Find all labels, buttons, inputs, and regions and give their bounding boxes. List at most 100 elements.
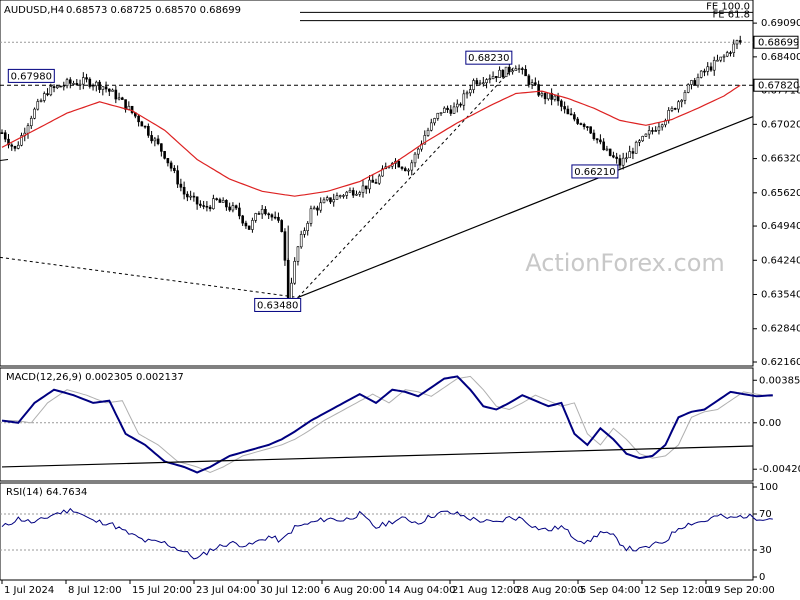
macd-tick-label: 0.00 bbox=[759, 418, 781, 429]
candle-body bbox=[270, 214, 274, 218]
candle-body bbox=[68, 79, 72, 84]
candle-body bbox=[469, 89, 472, 94]
candle-body bbox=[348, 190, 352, 193]
candle-body bbox=[654, 130, 657, 132]
candle-body bbox=[212, 198, 215, 210]
macd-tick-label: -0.004204 bbox=[759, 464, 800, 475]
candle-body bbox=[13, 145, 17, 149]
macd-signal-line bbox=[2, 375, 773, 474]
x-tick-label: 5 Sep 04:00 bbox=[580, 585, 640, 596]
price-tick-label: 0.62840 bbox=[761, 324, 800, 335]
rsi-header: RSI(14) 64.7634 bbox=[6, 487, 87, 498]
candle-body bbox=[690, 80, 693, 85]
candle-body bbox=[501, 69, 505, 78]
candle-body bbox=[345, 191, 349, 196]
candle-body bbox=[495, 76, 498, 78]
candle-body bbox=[322, 199, 326, 204]
rsi-panel bbox=[0, 482, 754, 581]
candle-body bbox=[667, 110, 670, 121]
rsi-axis: 100 70 30 0 bbox=[0, 482, 778, 583]
candle-body bbox=[153, 138, 157, 142]
candle-body bbox=[247, 225, 251, 230]
candle-body bbox=[156, 138, 160, 144]
candle-body bbox=[260, 208, 264, 215]
dotted-fib-line bbox=[297, 64, 517, 298]
candle-body bbox=[342, 195, 345, 197]
candle-body bbox=[449, 109, 453, 114]
candle-body bbox=[566, 108, 570, 115]
candle-body bbox=[504, 66, 508, 78]
candle-body bbox=[20, 135, 23, 146]
candle-body bbox=[46, 93, 49, 96]
price-label-text: 0.63480 bbox=[257, 300, 298, 311]
candle-body bbox=[416, 148, 420, 155]
candle-body bbox=[225, 200, 228, 208]
price-tick-label: 0.66320 bbox=[761, 154, 800, 165]
x-axis: 1 Jul 2024 8 Jul 12:00 15 Jul 20:00 23 Jul … bbox=[1, 580, 775, 596]
price-labels: 0.67980 0.68230 0.66210 0.63480 0.68699 0.678… bbox=[7, 35, 799, 312]
rsi-line bbox=[1, 507, 773, 560]
candle-body bbox=[703, 70, 706, 73]
candle-body bbox=[160, 143, 163, 152]
candle-body bbox=[537, 84, 540, 96]
candle-body bbox=[618, 158, 622, 166]
candle-body bbox=[296, 246, 300, 262]
candle-body bbox=[179, 183, 183, 188]
price-tick-label: 0.69090 bbox=[761, 18, 800, 29]
candle-body bbox=[195, 196, 199, 205]
candle-body bbox=[403, 168, 407, 172]
candle-body bbox=[176, 170, 179, 185]
candle-body bbox=[205, 205, 209, 208]
candle-body bbox=[599, 139, 602, 143]
candle-body bbox=[186, 193, 189, 198]
watermark: ActionForex.com bbox=[525, 249, 725, 277]
candle-body bbox=[117, 97, 121, 100]
candle-body bbox=[231, 205, 235, 211]
candle-body bbox=[202, 205, 205, 207]
candle-body bbox=[582, 124, 586, 127]
candle-body bbox=[465, 92, 469, 95]
candle-body bbox=[199, 203, 202, 206]
candle-body bbox=[335, 195, 339, 200]
candle-body bbox=[55, 85, 59, 89]
price-label-text: 0.68230 bbox=[468, 53, 509, 64]
candle-body bbox=[10, 144, 14, 147]
candle-body bbox=[641, 136, 644, 142]
candle-body bbox=[521, 68, 524, 70]
candle-body bbox=[143, 125, 147, 128]
price-label-box bbox=[571, 164, 619, 179]
candle-body bbox=[677, 101, 680, 110]
candle-body bbox=[608, 148, 612, 156]
candle-body bbox=[517, 68, 521, 70]
candle-body bbox=[309, 208, 313, 224]
candle-body bbox=[192, 195, 196, 198]
rsi-tick-label: 30 bbox=[759, 545, 772, 556]
candle-body bbox=[137, 115, 140, 123]
candle-body bbox=[127, 105, 131, 110]
candle-body bbox=[576, 118, 579, 124]
candle-body bbox=[452, 106, 456, 114]
price-label-text: 0.67980 bbox=[11, 71, 52, 82]
candle-body bbox=[319, 202, 323, 211]
axis-price-box bbox=[753, 78, 799, 92]
candle-body bbox=[472, 80, 475, 90]
candle-body bbox=[534, 82, 537, 85]
candle-body bbox=[413, 153, 417, 164]
candle-body bbox=[631, 151, 635, 154]
candle-body bbox=[290, 282, 293, 299]
candle-body bbox=[104, 86, 108, 90]
candle-body bbox=[3, 132, 7, 140]
candle-body bbox=[660, 124, 664, 128]
candle-body bbox=[732, 43, 736, 53]
candle-body bbox=[75, 83, 79, 86]
macd-header: MACD(12,26,9) 0.002305 0.002137 bbox=[6, 372, 184, 383]
candle-body bbox=[147, 126, 150, 136]
candle-body bbox=[475, 80, 479, 85]
candle-body bbox=[7, 138, 10, 146]
candle-body bbox=[410, 162, 414, 171]
candle-body bbox=[299, 234, 303, 248]
candle-body bbox=[543, 93, 547, 100]
candle-body bbox=[316, 207, 319, 211]
price-tick-label: 0.68400 bbox=[761, 52, 800, 63]
